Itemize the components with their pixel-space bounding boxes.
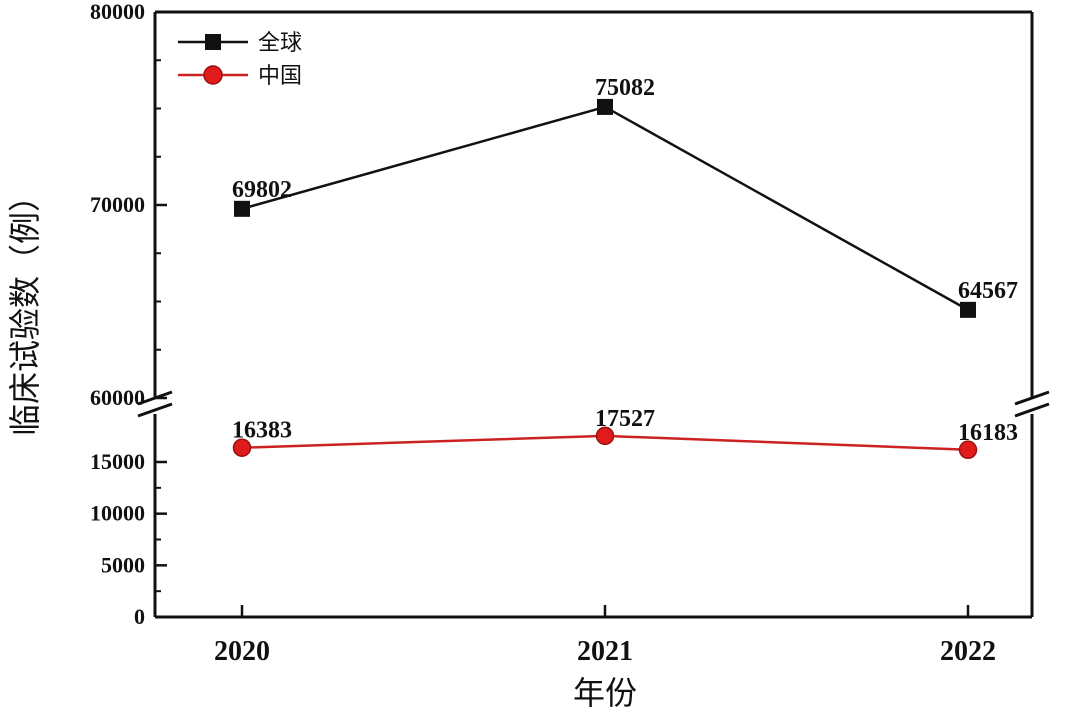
legend-marker-global	[205, 34, 221, 50]
y-tick-label: 15000	[90, 449, 145, 474]
y-tick-label: 5000	[101, 552, 145, 577]
plot-frame	[137, 10, 1050, 619]
y-axis-title: 临床试验数（例）	[6, 180, 44, 436]
x-axis-title: 年份	[573, 674, 637, 712]
y-axis-ticks: 60000 70000 80000 0 5000 10000 15000	[90, 0, 167, 629]
data-point	[595, 426, 615, 446]
data-point	[958, 440, 978, 460]
data-point	[232, 438, 252, 457]
data-label: 16183	[958, 420, 1018, 446]
x-axis-ticks: 2020 2021 2022	[214, 605, 996, 667]
y-tick-label: 80000	[90, 0, 145, 24]
data-point	[960, 301, 976, 318]
legend: 全球 中国	[178, 31, 302, 89]
data-label: 69802	[232, 177, 292, 203]
series-layer: 69802 75082 64567 16383 17527 16183	[232, 75, 1018, 460]
axis-break-right	[1014, 390, 1050, 418]
legend-label-china: 中国	[258, 64, 302, 89]
y-tick-label: 10000	[90, 501, 145, 526]
data-label: 75082	[595, 75, 655, 101]
x-tick-label: 2022	[940, 636, 996, 667]
data-label: 17527	[595, 406, 655, 432]
x-tick-label: 2020	[214, 636, 270, 667]
series-line-0	[241, 105, 969, 311]
y-tick-label: 60000	[90, 385, 145, 410]
y-tick-label: 70000	[90, 192, 145, 217]
data-point	[597, 98, 613, 115]
data-label: 64567	[958, 278, 1018, 304]
x-tick-label: 2021	[577, 636, 633, 667]
legend-label-global: 全球	[258, 31, 302, 56]
data-point	[234, 200, 250, 217]
legend-marker-china	[203, 65, 223, 85]
data-label: 16383	[232, 418, 292, 444]
y-tick-label: 0	[134, 604, 145, 629]
